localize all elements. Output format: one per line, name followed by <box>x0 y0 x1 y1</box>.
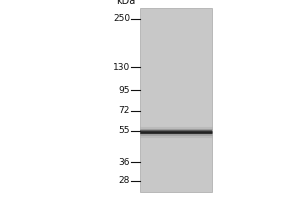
Text: 72: 72 <box>118 106 130 115</box>
Text: 95: 95 <box>118 86 130 95</box>
Text: 250: 250 <box>113 14 130 23</box>
Bar <box>140 8 212 192</box>
Text: kDa: kDa <box>116 0 135 6</box>
Text: 28: 28 <box>118 176 130 185</box>
Text: 36: 36 <box>118 158 130 167</box>
Text: 55: 55 <box>118 126 130 135</box>
Text: 130: 130 <box>113 63 130 72</box>
